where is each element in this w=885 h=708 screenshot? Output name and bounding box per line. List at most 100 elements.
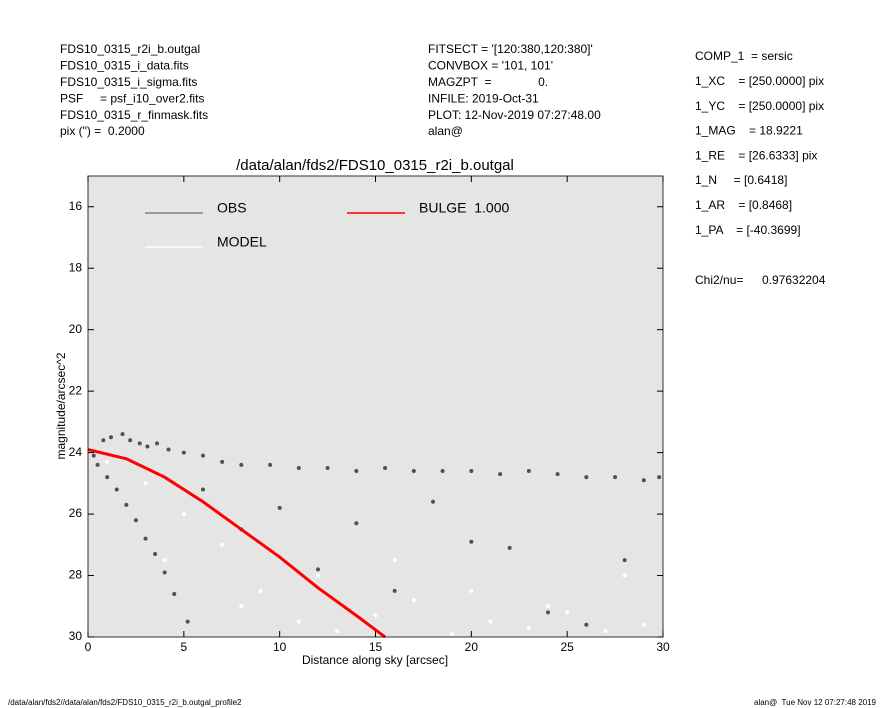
data-point [124,502,129,507]
data-point [239,462,244,467]
data-point [469,588,474,593]
plot-area [88,176,663,637]
header-middle-line: MAGZPT = 0. [428,75,548,89]
data-point [603,628,608,633]
x-tick-label: 0 [85,640,92,654]
data-point [181,450,186,455]
header-left-line: pix (") = 0.2000 [60,124,145,138]
data-point [105,475,110,480]
data-point [316,567,320,572]
data-point [143,536,148,541]
header-middle-line: CONVBOX = '101, 101' [428,59,553,73]
data-point [101,438,106,443]
data-point [258,588,263,593]
header-left-line: FDS10_0315_i_data.fits [60,59,189,73]
y-axis-label: magnitude/arcsec^2 [54,352,68,459]
fit-parameter: COMP_1 = sersic [695,49,793,63]
data-point [325,465,330,470]
y-tick-label: 18 [69,260,83,274]
data-point [201,487,205,492]
data-point [555,472,560,477]
fit-parameter: 1_N = [0.6418] [695,173,787,187]
data-point [641,622,646,627]
data-point [584,622,589,627]
data-point [526,625,531,630]
fit-parameter: 1_PA = [-40.3699] [695,223,801,237]
header-middle-line: FITSECT = '[120:380,120:380]' [428,42,593,56]
y-tick-label: 16 [69,199,83,213]
data-point [95,462,100,467]
data-point [440,469,445,474]
data-point [392,588,397,593]
data-point [268,462,273,467]
x-tick-label: 10 [273,640,287,654]
x-tick-label: 5 [180,640,187,654]
data-point [488,619,493,624]
data-point [392,558,397,563]
data-point [143,481,148,486]
fit-parameter: 1_XC = [250.0000] pix [695,74,824,88]
data-point [128,438,133,443]
chi2-value: 0.97632204 [762,273,826,287]
header-middle-line: alan@ [428,124,463,138]
legend-label: BULGE 1.000 [419,200,509,216]
x-tick-label: 30 [656,640,670,654]
fit-parameter: 1_YC = [250.0000] pix [695,99,824,113]
data-point [220,542,225,547]
data-point [613,475,618,480]
plot-marks [87,432,662,639]
data-point [114,487,119,492]
data-point [622,558,627,563]
x-tick-label: 25 [560,640,574,654]
data-point [411,469,416,474]
fit-parameter: 1_RE = [26.6333] pix [695,148,817,162]
data-point [469,469,474,474]
data-point [166,447,171,452]
header-middle-line: INFILE: 2019-Oct-31 [428,91,539,105]
header-left-line: PSF = psf_i10_over2.fits [60,91,204,105]
model-line [87,448,386,639]
data-point [153,552,158,557]
data-point [507,545,512,550]
data-point [354,469,359,474]
data-point [201,453,205,458]
data-point [155,441,159,446]
legend-label: OBS [217,200,247,216]
y-tick-label: 20 [69,322,83,336]
header-left-line: FDS10_0315_r2i_b.outgal [60,42,200,56]
data-point [335,628,340,633]
data-point [526,469,531,474]
data-point [239,604,244,609]
data-point [105,459,110,464]
data-point [373,613,378,618]
data-point [181,512,186,517]
chart-title: /data/alan/fds2/FDS10_0315_r2i_b.outgal [236,157,514,174]
data-point [120,432,125,437]
legend-label: MODEL [217,234,267,250]
y-tick-label: 22 [69,383,83,397]
data-point [137,441,142,446]
footer-stamp: alan@ Tue Nov 12 07:27:48 2019 [754,698,877,707]
data-point [450,631,455,636]
data-point [91,453,96,458]
x-axis-label: Distance along sky [arcsec] [302,653,448,667]
y-tick-label: 26 [69,506,83,520]
y-tick-label: 28 [69,568,83,582]
data-point [316,573,320,578]
data-point [469,539,474,544]
header-left-line: FDS10_0315_i_sigma.fits [60,75,197,89]
x-tick-label: 15 [369,640,383,654]
y-tick-label: 30 [69,629,83,643]
data-point [109,435,113,440]
data-point [546,604,550,609]
data-point [296,619,301,624]
chi2-label: Chi2/nu= [695,273,743,287]
data-point [584,475,589,480]
data-point [411,598,416,603]
data-point [162,570,167,575]
header-middle-line: PLOT: 12-Nov-2019 07:27:48.00 [428,108,601,122]
data-point [622,573,627,578]
y-tick-label: 24 [69,445,83,459]
data-point [296,465,301,470]
